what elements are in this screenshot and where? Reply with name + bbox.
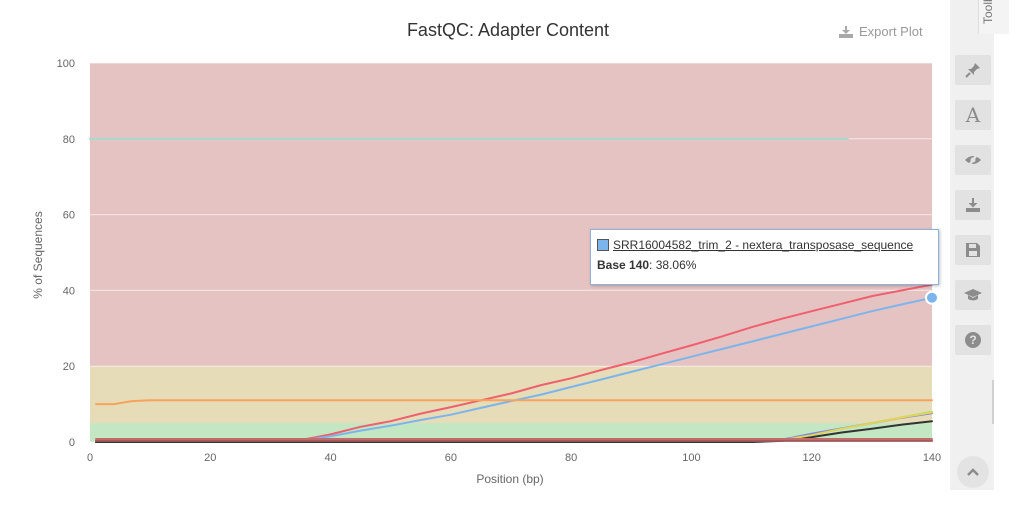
y-axis-ticks: 0 20 40 60 80 100 <box>57 58 75 449</box>
hide-icon <box>965 152 981 168</box>
band-1 <box>90 366 932 424</box>
toolbox-tab-label: Toolbox <box>981 0 995 24</box>
y-tick-label: 40 <box>63 285 75 297</box>
export-icon <box>839 25 853 38</box>
chevron-up-icon <box>967 468 979 476</box>
x-tick-label: 40 <box>324 452 336 464</box>
toolbox-divider <box>992 380 994 424</box>
band-0 <box>90 423 932 442</box>
about-button[interactable] <box>955 280 991 310</box>
x-axis-label: Position (bp) <box>476 472 543 486</box>
hide-button[interactable] <box>955 145 991 175</box>
svg-text:?: ? <box>969 333 976 347</box>
x-axis-ticks: 0 20 40 60 80 100 120 140 <box>87 452 941 464</box>
export-plot-label: Export Plot <box>859 24 923 39</box>
series-lines <box>89 137 933 443</box>
x-tick-label: 0 <box>87 452 93 464</box>
scroll-top-button[interactable] <box>957 456 989 488</box>
pin-button[interactable] <box>955 55 991 85</box>
export-plot-button[interactable]: Export Plot <box>838 24 923 39</box>
y-tick-label: 20 <box>63 361 75 373</box>
series-color-swatch <box>597 239 609 251</box>
hovered-point-marker[interactable] <box>925 290 939 305</box>
tooltip-point-value: : 38.06% <box>649 258 697 272</box>
help-icon: ? <box>965 332 981 348</box>
y-tick-label: 100 <box>57 58 75 70</box>
download-button[interactable] <box>955 190 991 220</box>
x-tick-label: 140 <box>923 452 941 464</box>
download-icon <box>966 198 980 212</box>
pin-icon <box>965 63 980 78</box>
toolbox-tab[interactable]: Toolbox <box>978 0 1009 34</box>
save-button[interactable] <box>955 235 991 265</box>
series-line-1[interactable] <box>95 296 933 443</box>
series-line-0[interactable] <box>95 283 933 443</box>
text-icon: A <box>965 103 981 127</box>
tooltip-series-name[interactable]: SRR16004582_trim_2 - nextera_transposase… <box>613 238 914 252</box>
x-tick-label: 120 <box>803 452 821 464</box>
help-button[interactable]: ? <box>955 325 991 355</box>
graduation-cap-icon <box>964 289 982 301</box>
y-tick-label: 0 <box>69 437 75 449</box>
tooltip-point-label: Base 140 <box>597 258 650 272</box>
text-button[interactable]: A <box>955 100 991 130</box>
y-axis-label: % of Sequences <box>31 211 45 298</box>
y-tick-label: 60 <box>63 210 75 222</box>
save-icon <box>966 243 980 257</box>
x-tick-label: 80 <box>565 452 577 464</box>
x-tick-label: 100 <box>682 452 700 464</box>
series-line-2[interactable] <box>95 399 933 406</box>
chart-title: FastQC: Adapter Content <box>407 20 609 40</box>
x-tick-label: 60 <box>445 452 457 464</box>
y-tick-label: 80 <box>63 134 75 146</box>
chart-tooltip: SRR16004582_trim_2 - nextera_transposase… <box>590 229 939 285</box>
x-tick-label: 20 <box>204 452 216 464</box>
